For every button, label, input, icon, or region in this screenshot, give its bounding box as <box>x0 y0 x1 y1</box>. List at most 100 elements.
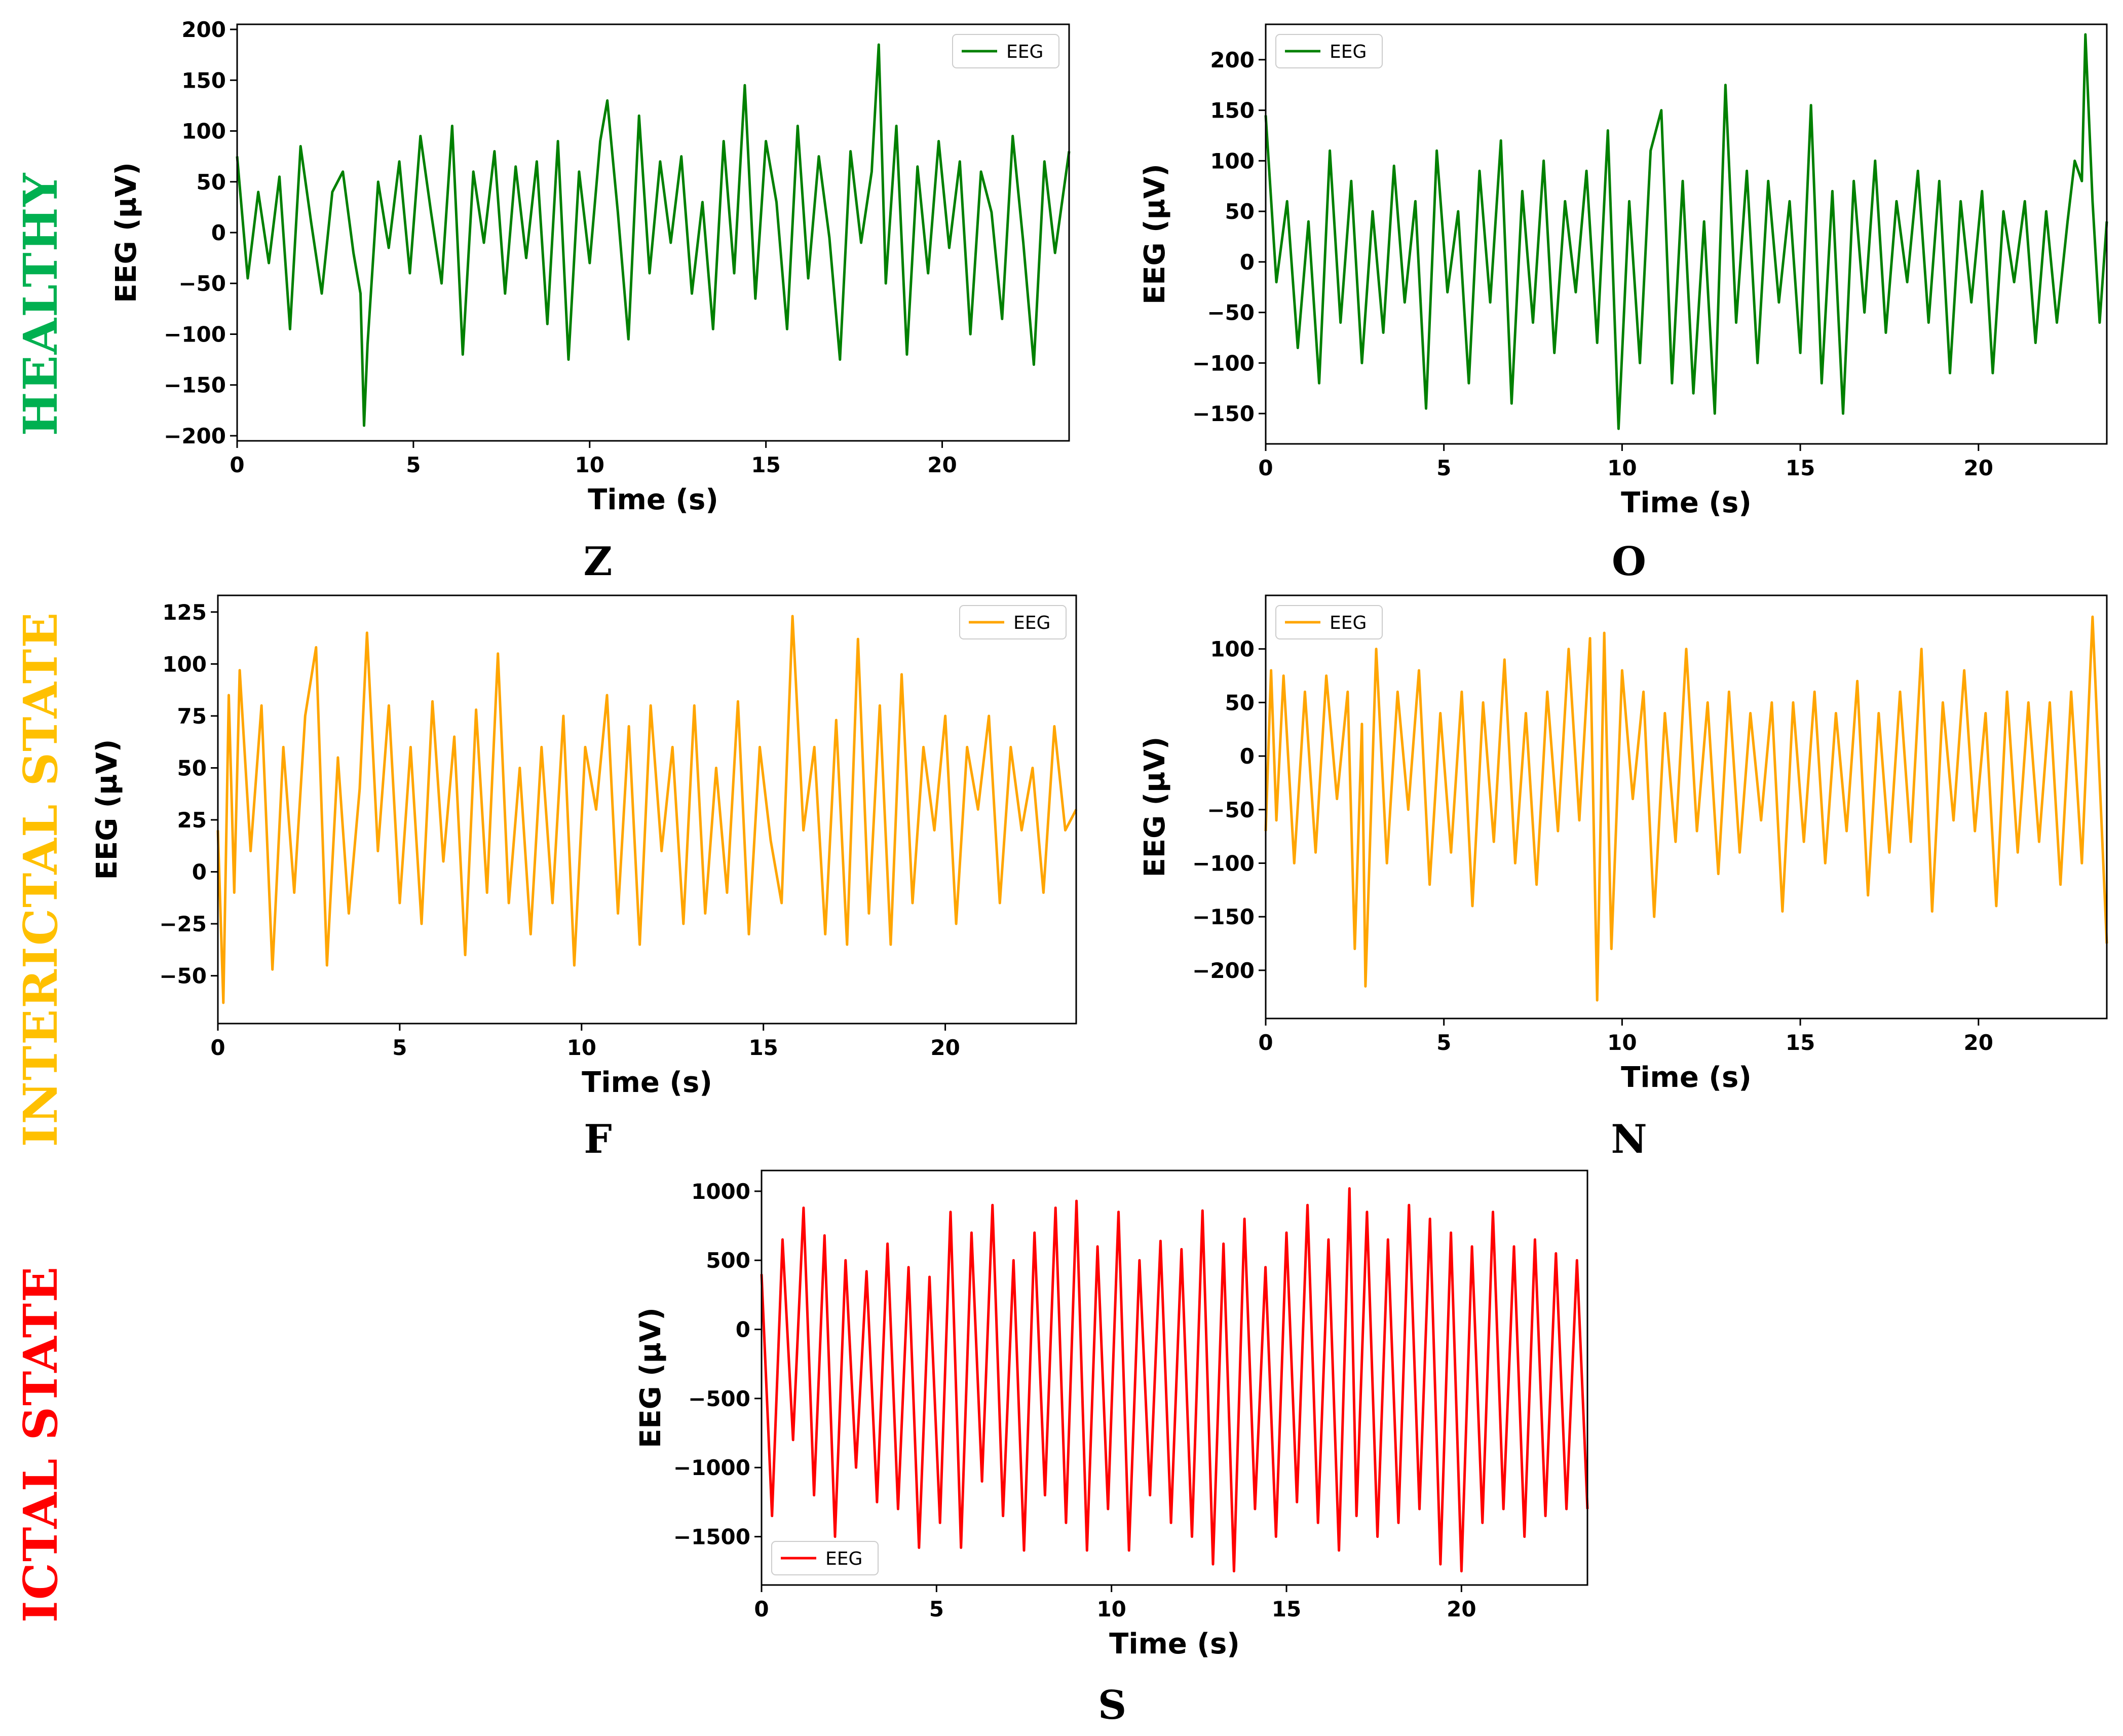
x-tick-label: 15 <box>748 1035 778 1060</box>
legend-label: EEG <box>1330 42 1367 62</box>
y-axis-title-f: EEG (µV) <box>91 739 124 880</box>
eeg-line-z <box>236 43 1071 427</box>
y-axis-title-s: EEG (µV) <box>634 1307 667 1448</box>
x-tick-label: 5 <box>929 1597 944 1621</box>
row-label-ictal: ICTAL STATE <box>13 1266 68 1623</box>
legend-f: EEG <box>959 605 1067 639</box>
y-tick-label: 150 <box>181 68 226 93</box>
chart-panel-n: 0 5 10 15 20 −200 −150 −100 −50 0 50 100 Time (s) EEG… <box>1139 594 2108 1094</box>
x-tick-label: 10 <box>575 452 604 477</box>
y-tick-label: −100 <box>164 322 226 347</box>
legend-box <box>959 605 1067 639</box>
legend-z: EEG <box>952 34 1059 68</box>
plot-frame-o <box>1265 23 2108 445</box>
x-tick-label: 0 <box>1258 456 1273 480</box>
x-axis-title-z: Time (s) <box>588 483 718 516</box>
row-label-healthy: HEALTHY <box>13 172 68 436</box>
x-tick-label: 20 <box>1964 1030 1993 1055</box>
x-tick-label: 5 <box>406 452 421 477</box>
y-tick-label: −200 <box>164 424 226 448</box>
x-axis-title-n: Time (s) <box>1621 1061 1752 1094</box>
x-tick-label: 0 <box>754 1597 769 1621</box>
row-label-interictal-text: INTERICTAL STATE <box>13 612 68 1147</box>
row-label-interictal: INTERICTAL STATE <box>13 612 68 1147</box>
y-tick-label: −200 <box>1192 958 1255 983</box>
x-tick-label: 0 <box>1258 1030 1273 1055</box>
y-tick-label: 1000 <box>691 1179 750 1204</box>
x-tick-label: 0 <box>230 452 244 477</box>
panel-letter-n: N <box>1611 1116 1647 1162</box>
y-tick-label: −150 <box>164 373 226 398</box>
eeg-line-f <box>216 615 1078 1004</box>
y-tick-label: 100 <box>1210 637 1255 662</box>
y-tick-label: −150 <box>1192 401 1255 426</box>
panel-letter-z: Z <box>584 539 613 585</box>
y-tick-label: 100 <box>162 652 207 676</box>
y-tick-label: 0 <box>736 1317 750 1342</box>
y-tick-label: 50 <box>1225 199 1255 224</box>
plot-frame-n <box>1265 594 2108 1020</box>
legend-box <box>771 1541 879 1575</box>
y-tick-label: 75 <box>177 704 207 729</box>
legend-label: EEG <box>1330 613 1367 633</box>
y-tick-label: 200 <box>1210 48 1255 72</box>
y-tick-label: 0 <box>192 860 207 885</box>
x-tick-label: 15 <box>1786 1030 1815 1055</box>
chart-panel-z: 0 5 10 15 20 −200 −150 −100 −50 0 50 100 150 200 Time … <box>110 17 1071 516</box>
x-tick-label: 5 <box>1436 1030 1451 1055</box>
y-tick-label: 100 <box>1210 148 1255 173</box>
y-tick-label: 200 <box>181 17 226 42</box>
x-axis-title-f: Time (s) <box>582 1066 712 1099</box>
legend-box <box>1275 34 1383 68</box>
y-tick-label: −100 <box>1192 851 1255 876</box>
row-label-ictal-text: ICTAL STATE <box>13 1266 68 1623</box>
panel-letter-s: S <box>1098 1682 1126 1728</box>
y-tick-label: 100 <box>181 119 226 144</box>
legend-n: EEG <box>1275 605 1383 639</box>
panel-letter-o: O <box>1612 539 1646 585</box>
y-tick-label: −1500 <box>673 1525 750 1550</box>
x-tick-label: 20 <box>1964 456 1993 480</box>
y-tick-label: 50 <box>1225 690 1255 715</box>
panel-letter-f: F <box>584 1116 612 1162</box>
legend-s: EEG <box>771 1541 879 1575</box>
x-tick-label: 20 <box>927 452 957 477</box>
y-tick-label: 500 <box>706 1248 750 1273</box>
chart-panel-f: 0 5 10 15 20 −50 −25 0 25 50 75 100 125 Time (s) EEG (… <box>91 594 1078 1099</box>
legend-box <box>1275 605 1383 639</box>
x-axis-title-s: Time (s) <box>1109 1628 1240 1660</box>
x-tick-label: 5 <box>392 1035 407 1060</box>
y-tick-label: 150 <box>1210 98 1255 123</box>
x-tick-label: 20 <box>930 1035 960 1060</box>
y-tick-label: 0 <box>211 220 226 245</box>
y-axis-title-z: EEG (µV) <box>110 162 143 303</box>
x-tick-label: 5 <box>1436 456 1451 480</box>
x-tick-label: 10 <box>1607 456 1637 480</box>
row-label-healthy-text: HEALTHY <box>13 172 68 436</box>
legend-label: EEG <box>1013 613 1050 633</box>
y-tick-label: 50 <box>197 170 226 195</box>
y-tick-label: −50 <box>159 964 207 989</box>
y-tick-label: 50 <box>177 756 207 780</box>
eeg-line-n <box>1264 615 2108 1002</box>
x-axis-title-o: Time (s) <box>1621 486 1752 519</box>
y-tick-label: 0 <box>1240 744 1255 769</box>
x-tick-label: 10 <box>567 1035 596 1060</box>
chart-panel-s: 0 5 10 15 20 −1500 −1000 −500 0 500 1000 Time (s) EE… <box>634 1169 1589 1660</box>
y-tick-label: −500 <box>688 1386 750 1411</box>
y-tick-label: −50 <box>178 271 226 296</box>
y-tick-label: −150 <box>1192 904 1255 929</box>
x-tick-label: 10 <box>1607 1030 1637 1055</box>
y-tick-label: 125 <box>162 600 207 625</box>
x-tick-label: 0 <box>210 1035 225 1060</box>
y-tick-label: −50 <box>1207 300 1255 325</box>
legend-box <box>952 34 1059 68</box>
x-tick-label: 15 <box>1786 456 1815 480</box>
plot-frame-s <box>761 1169 1588 1586</box>
y-axis-title-o: EEG (µV) <box>1139 164 1171 305</box>
x-tick-label: 15 <box>1272 1597 1301 1621</box>
y-tick-label: −50 <box>1207 798 1255 822</box>
y-axis-title-n: EEG (µV) <box>1139 737 1171 878</box>
legend-label: EEG <box>825 1549 862 1569</box>
plot-frame-f <box>217 594 1077 1025</box>
